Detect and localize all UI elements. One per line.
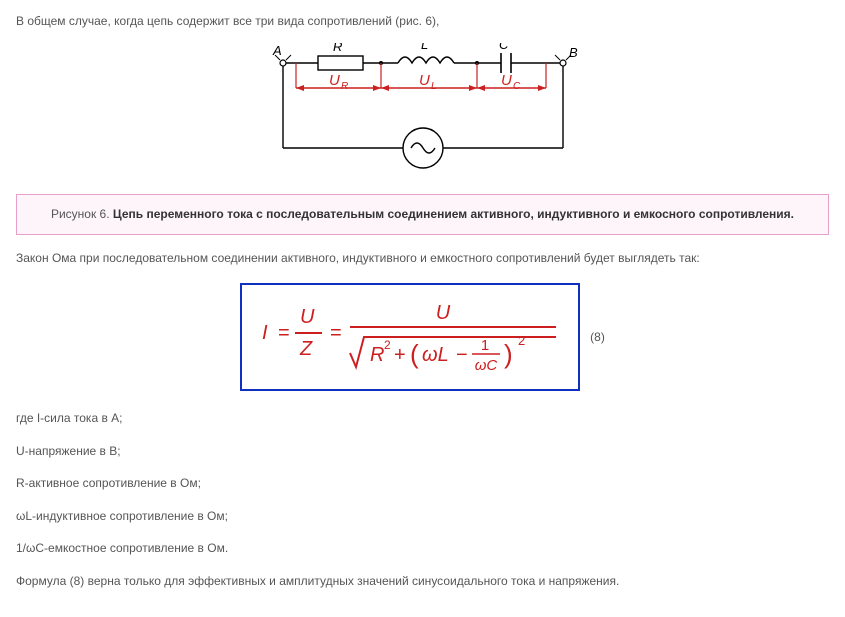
node-a-label: A xyxy=(272,43,282,58)
f-R: R xyxy=(370,344,384,366)
ur-label: U xyxy=(329,72,340,89)
f-plus: + xyxy=(394,344,406,366)
ur-sub: R xyxy=(341,81,348,92)
intro-text: В общем случае, когда цепь содержит все … xyxy=(16,12,829,31)
uc-label: U xyxy=(501,72,512,89)
definitions-block: где I-сила тока в А; U-напряжение в В; R… xyxy=(16,409,829,591)
def-I: где I-сила тока в А; xyxy=(16,409,829,428)
f-wC: ωC xyxy=(475,357,498,373)
f-I: I xyxy=(262,322,268,344)
f-U1: U xyxy=(300,306,315,328)
capacitor-label: C xyxy=(499,43,509,52)
f-lparen: ( xyxy=(410,339,419,369)
def-wL: ωL-индуктивное сопротивление в Ом; xyxy=(16,507,829,526)
inductor-label: L xyxy=(421,43,428,52)
law-intro-text: Закон Ома при последовательном соединени… xyxy=(16,249,829,268)
ul-sub: L xyxy=(431,81,437,92)
caption-text: Цепь переменного тока с последовательным… xyxy=(113,207,794,221)
figure-caption: Рисунок 6. Цепь переменного тока с после… xyxy=(16,194,829,235)
def-U: U-напряжение в В; xyxy=(16,442,829,461)
def-wC: 1/ωС-емкостное сопротивление в Ом. xyxy=(16,539,829,558)
f-eq2: = xyxy=(330,322,342,344)
caption-lead: Рисунок 6. xyxy=(51,207,110,221)
uc-sub: C xyxy=(513,81,521,92)
def-R: R-активное сопротивление в Ом; xyxy=(16,474,829,493)
circuit-diagram: A B R L C U R xyxy=(16,43,829,179)
equation-number: (8) xyxy=(590,328,605,347)
f-one: 1 xyxy=(481,337,489,354)
f-rparen: ) xyxy=(504,339,513,369)
f-Z: Z xyxy=(299,338,313,360)
formula-box: I = U Z = U R 2 + ( ωL − xyxy=(240,283,580,391)
f-paren-sq: 2 xyxy=(518,333,525,348)
resistor-label: R xyxy=(333,43,342,54)
f-eq1: = xyxy=(278,322,290,344)
def-note: Формула (8) верна только для эффективных… xyxy=(16,572,829,591)
f-U2: U xyxy=(436,302,451,324)
formula-row: I = U Z = U R 2 + ( ωL − xyxy=(16,283,829,391)
ul-label: U xyxy=(419,72,430,89)
f-wL: ωL xyxy=(422,344,449,366)
f-R-sq: 2 xyxy=(384,338,391,352)
f-minus: − xyxy=(456,344,468,366)
node-b-label: B xyxy=(569,45,578,60)
